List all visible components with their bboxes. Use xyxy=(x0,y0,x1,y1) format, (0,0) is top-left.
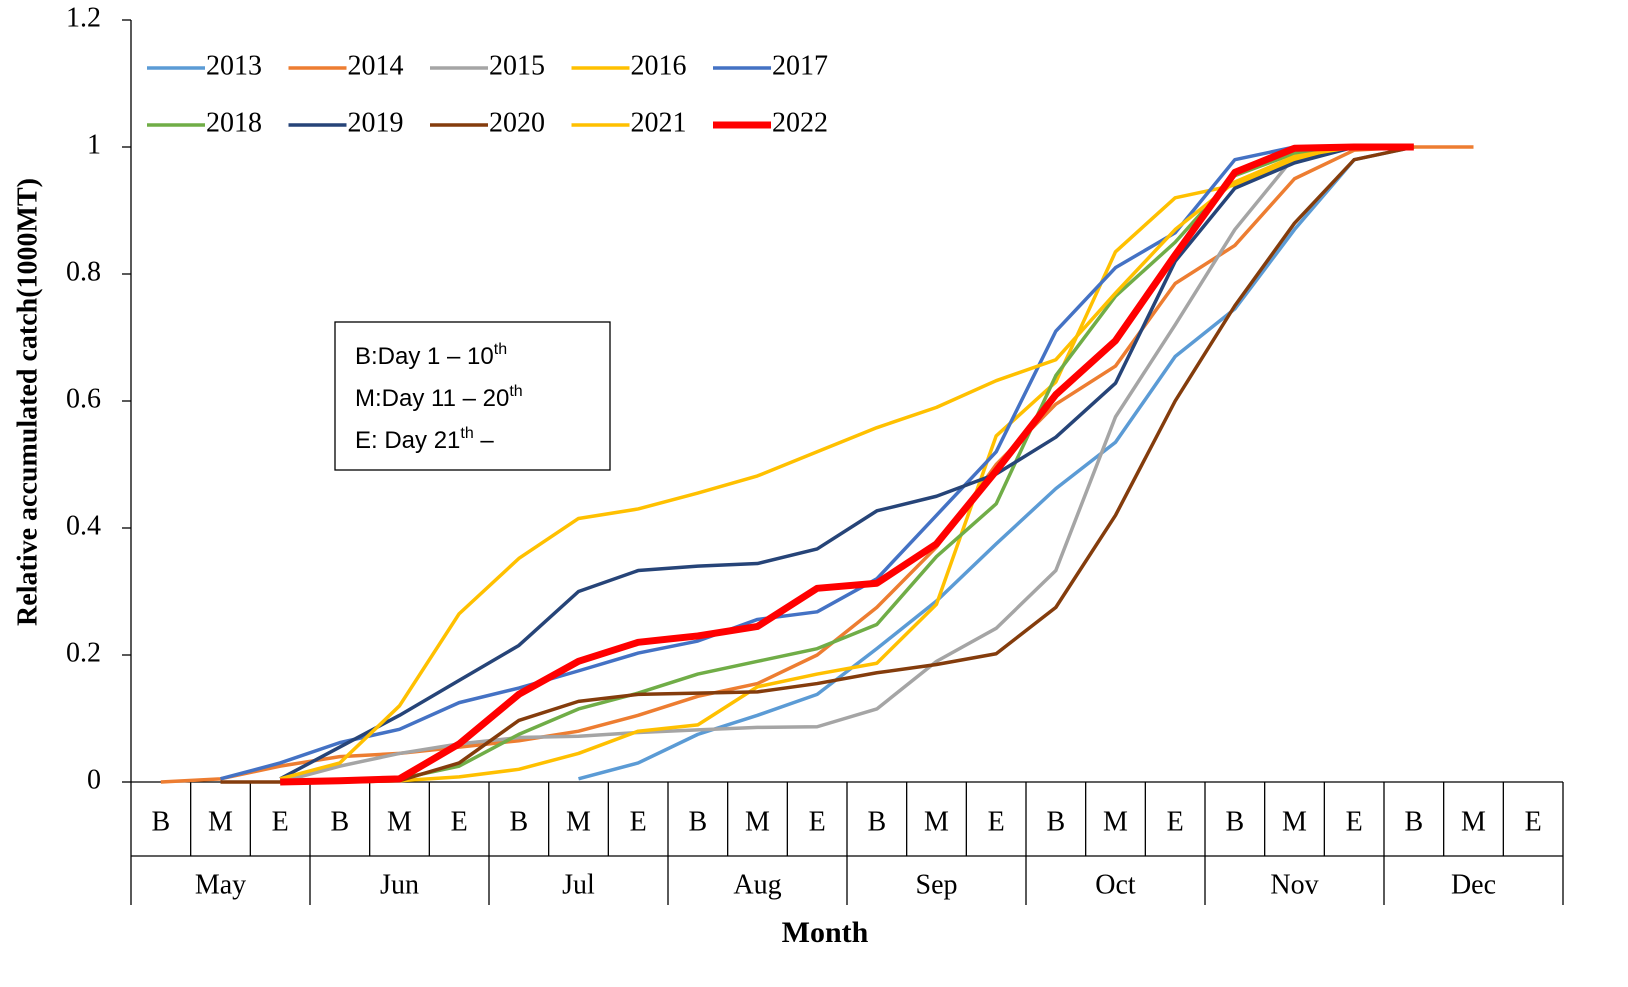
legend-label: 2020 xyxy=(489,107,545,138)
series-line xyxy=(160,145,1474,784)
x-group-label: Jun xyxy=(380,869,419,900)
x-tick-label: E xyxy=(809,806,826,837)
annotation-line: E: Day 21th – xyxy=(355,425,494,454)
x-tick-label: M xyxy=(208,806,233,837)
annotation-sup: th xyxy=(460,425,473,442)
x-tick-label: E xyxy=(1167,806,1184,837)
x-group-label: Aug xyxy=(733,869,781,900)
annotation-text: E: Day 21 xyxy=(355,427,460,454)
x-axis-label: Month xyxy=(782,916,869,949)
annotation-box xyxy=(334,321,611,471)
x-tick-label: M xyxy=(745,806,770,837)
annotation-line: B:Day 1 – 10th xyxy=(355,341,507,370)
x-tick-label: M xyxy=(1282,806,1307,837)
annotation-line: M:Day 11 – 20th xyxy=(355,383,523,412)
series-line xyxy=(220,145,1415,784)
legend-label: 2015 xyxy=(489,50,545,81)
y-tick-label: 0 xyxy=(87,764,101,795)
x-tick-label: M xyxy=(1103,806,1128,837)
x-group-label: Jul xyxy=(562,869,595,900)
x-tick-label: E xyxy=(630,806,647,837)
x-group-label: May xyxy=(195,869,246,900)
series-line xyxy=(220,145,1414,781)
x-tick-label: E xyxy=(1346,806,1363,837)
x-tick-label: B xyxy=(688,806,707,837)
annotation-after: – xyxy=(474,427,495,454)
legend-label: 2019 xyxy=(348,107,404,138)
y-axis-label: Relative accumulated catch(1000MT) xyxy=(12,178,43,626)
series-line xyxy=(280,143,1414,786)
x-group-label: Dec xyxy=(1451,869,1496,900)
y-tick-label: 0.4 xyxy=(66,510,101,541)
x-tick-label: B xyxy=(1404,806,1423,837)
y-tick-label: 0.6 xyxy=(66,383,101,414)
y-tick-label: 1 xyxy=(87,129,101,160)
y-tick-label: 0.2 xyxy=(66,637,101,668)
legend-label: 2018 xyxy=(206,107,262,138)
x-group-label: Nov xyxy=(1270,869,1318,900)
x-tick-label: E xyxy=(988,806,1005,837)
legend-label: 2014 xyxy=(348,50,404,81)
x-tick-label: M xyxy=(924,806,949,837)
y-tick-label: 0.8 xyxy=(66,256,101,287)
legend-label: 2013 xyxy=(206,50,262,81)
annotation-text: M:Day 11 – 20 xyxy=(355,385,509,412)
series-line xyxy=(279,145,1414,781)
x-tick-label: M xyxy=(1461,806,1486,837)
x-tick-label: B xyxy=(867,806,886,837)
x-tick-label: B xyxy=(1225,806,1244,837)
x-tick-label: E xyxy=(1525,806,1542,837)
x-tick-label: E xyxy=(272,806,289,837)
x-tick-label: E xyxy=(451,806,468,837)
annotation-sup: th xyxy=(509,383,522,400)
x-tick-label: B xyxy=(509,806,528,837)
y-tick-label: 1.2 xyxy=(66,2,101,33)
annotation-text: B:Day 1 – 10 xyxy=(355,343,494,370)
x-tick-label: B xyxy=(330,806,349,837)
x-tick-label: B xyxy=(1046,806,1065,837)
x-tick-label: M xyxy=(387,806,412,837)
legend-label: 2017 xyxy=(772,50,828,81)
series-line xyxy=(279,145,1414,784)
x-group-label: Sep xyxy=(916,869,958,900)
series-line xyxy=(339,145,1414,784)
x-tick-label: B xyxy=(151,806,170,837)
legend-label: 2021 xyxy=(631,107,687,138)
legend-label: 2016 xyxy=(631,50,687,81)
legend-label: 2022 xyxy=(772,107,828,138)
annotation-sup: th xyxy=(494,341,507,358)
x-tick-label: M xyxy=(566,806,591,837)
x-group-label: Oct xyxy=(1095,869,1136,900)
